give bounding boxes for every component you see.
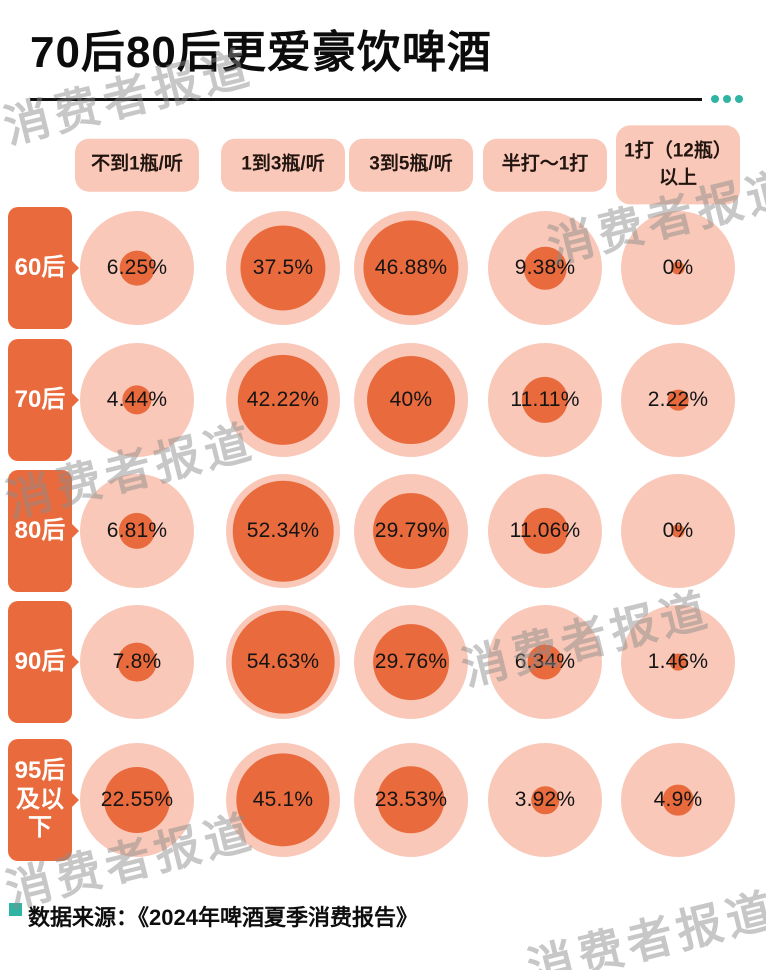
bubble-value-circle bbox=[236, 753, 330, 847]
bubble-cell: 3.92% bbox=[488, 743, 602, 857]
bubble-value-circle bbox=[531, 786, 559, 814]
bubble-value-circle bbox=[377, 766, 445, 834]
dot-icon bbox=[735, 95, 743, 103]
bubble-cell: 6.34% bbox=[488, 605, 602, 719]
bubble-value-label: 11.06% bbox=[509, 519, 581, 542]
bubble-value-circle bbox=[118, 512, 156, 550]
title-divider bbox=[30, 98, 702, 101]
row-label-90s: 90后 bbox=[8, 601, 72, 723]
bubble-cell: 0% bbox=[621, 474, 735, 588]
bubble-cell: 22.55% bbox=[80, 743, 194, 857]
bubble-cell: 54.63% bbox=[226, 605, 340, 719]
bubble-value-circle bbox=[240, 225, 326, 311]
bubble-value-label: 42.22% bbox=[246, 388, 320, 411]
bubble-value-circle bbox=[662, 784, 694, 816]
bubble-value-label: 37.5% bbox=[252, 256, 314, 279]
bubble-cell: 2.22% bbox=[621, 343, 735, 457]
bubble-value-circle bbox=[232, 480, 334, 582]
bubble-cell: 4.9% bbox=[621, 743, 735, 857]
bubble-value-circle bbox=[367, 356, 455, 444]
bubble-cell: 40% bbox=[354, 343, 468, 457]
bubble-cell: 6.81% bbox=[80, 474, 194, 588]
bubble-cell: 11.06% bbox=[488, 474, 602, 588]
bubble-value-label: 0% bbox=[662, 519, 694, 542]
bubble-value-circle bbox=[363, 220, 459, 316]
row-label-95s-and-below: 95后及以下 bbox=[8, 739, 72, 861]
bubble-value-circle bbox=[122, 385, 152, 415]
bubble-value-circle bbox=[527, 644, 563, 680]
column-header-over-1-dozen: 1打（12瓶） 以上 bbox=[616, 125, 740, 205]
bubble-cell: 52.34% bbox=[226, 474, 340, 588]
bubble-cell: 4.44% bbox=[80, 343, 194, 457]
row-label-80s: 80后 bbox=[8, 470, 72, 592]
bubble-cell: 7.8% bbox=[80, 605, 194, 719]
bubble-value-label: 22.55% bbox=[100, 788, 174, 811]
source-bullet-square bbox=[9, 903, 22, 916]
bubble-value-label: 6.81% bbox=[106, 519, 168, 542]
bubble-value-label: 1.46% bbox=[647, 650, 709, 673]
bubble-value-circle bbox=[373, 624, 449, 700]
bubble-value-label: 9.38% bbox=[514, 256, 576, 279]
column-header-3-to-5: 3到5瓶/听 bbox=[349, 138, 473, 192]
column-header-half-to-1-dozen: 半打～1打 bbox=[483, 138, 607, 192]
row-label-60s: 60后 bbox=[8, 207, 72, 329]
column-header-under-1: 不到1瓶/听 bbox=[75, 138, 199, 192]
bubble-value-label: 29.79% bbox=[374, 519, 448, 542]
bubble-cell: 9.38% bbox=[488, 211, 602, 325]
bubble-value-label: 4.44% bbox=[106, 388, 168, 411]
bubble-value-label: 7.8% bbox=[112, 650, 162, 673]
bubble-value-circle bbox=[671, 261, 685, 275]
bubble-value-label: 45.1% bbox=[252, 788, 314, 811]
dot-icon bbox=[723, 95, 731, 103]
bubble-value-label: 40% bbox=[389, 388, 433, 411]
bubble-cell: 1.46% bbox=[621, 605, 735, 719]
bubble-value-label: 46.88% bbox=[374, 256, 448, 279]
bubble-value-label: 2.22% bbox=[647, 388, 709, 411]
bubble-value-circle bbox=[523, 246, 567, 290]
data-source-text: 数据来源：《2024年啤酒夏季消费报告》 bbox=[28, 905, 418, 930]
bubble-value-label: 29.76% bbox=[374, 650, 448, 673]
bubble-cell: 23.53% bbox=[354, 743, 468, 857]
ellipsis-dots bbox=[711, 95, 743, 103]
bubble-cell: 42.22% bbox=[226, 343, 340, 457]
bubble-value-label: 52.34% bbox=[246, 519, 320, 542]
bubble-value-label: 6.25% bbox=[106, 256, 168, 279]
bubble-value-circle bbox=[119, 250, 155, 286]
bubble-value-label: 0% bbox=[662, 256, 694, 279]
bubble-value-circle bbox=[231, 610, 335, 714]
row-label-70s: 70后 bbox=[8, 339, 72, 461]
bubble-cell: 46.88% bbox=[354, 211, 468, 325]
bubble-value-circle bbox=[669, 653, 687, 671]
bubble-value-circle bbox=[671, 524, 685, 538]
bubble-cell: 29.79% bbox=[354, 474, 468, 588]
bubble-cell: 0% bbox=[621, 211, 735, 325]
dot-icon bbox=[711, 95, 719, 103]
bubble-value-label: 54.63% bbox=[246, 650, 320, 673]
bubble-cell: 29.76% bbox=[354, 605, 468, 719]
watermark: 消费者报道 bbox=[522, 882, 766, 970]
bubble-value-circle bbox=[521, 507, 569, 555]
bubble-value-circle bbox=[373, 493, 449, 569]
bubble-value-circle bbox=[667, 389, 689, 411]
column-header-1-to-3: 1到3瓶/听 bbox=[221, 138, 345, 192]
bubble-value-label: 6.34% bbox=[514, 650, 576, 673]
bubble-cell: 37.5% bbox=[226, 211, 340, 325]
page-title: 70后80后更爱豪饮啤酒 bbox=[30, 28, 492, 77]
bubble-cell: 45.1% bbox=[226, 743, 340, 857]
bubble-value-circle bbox=[117, 642, 157, 682]
bubble-cell: 6.25% bbox=[80, 211, 194, 325]
bubble-value-label: 3.92% bbox=[514, 788, 576, 811]
bubble-value-circle bbox=[237, 354, 329, 446]
bubble-value-label: 23.53% bbox=[374, 788, 448, 811]
bubble-value-circle bbox=[104, 767, 170, 833]
bubble-value-label: 11.11% bbox=[510, 388, 580, 411]
bubble-value-label: 4.9% bbox=[653, 788, 703, 811]
bubble-value-circle bbox=[521, 376, 569, 424]
bubble-cell: 11.11% bbox=[488, 343, 602, 457]
